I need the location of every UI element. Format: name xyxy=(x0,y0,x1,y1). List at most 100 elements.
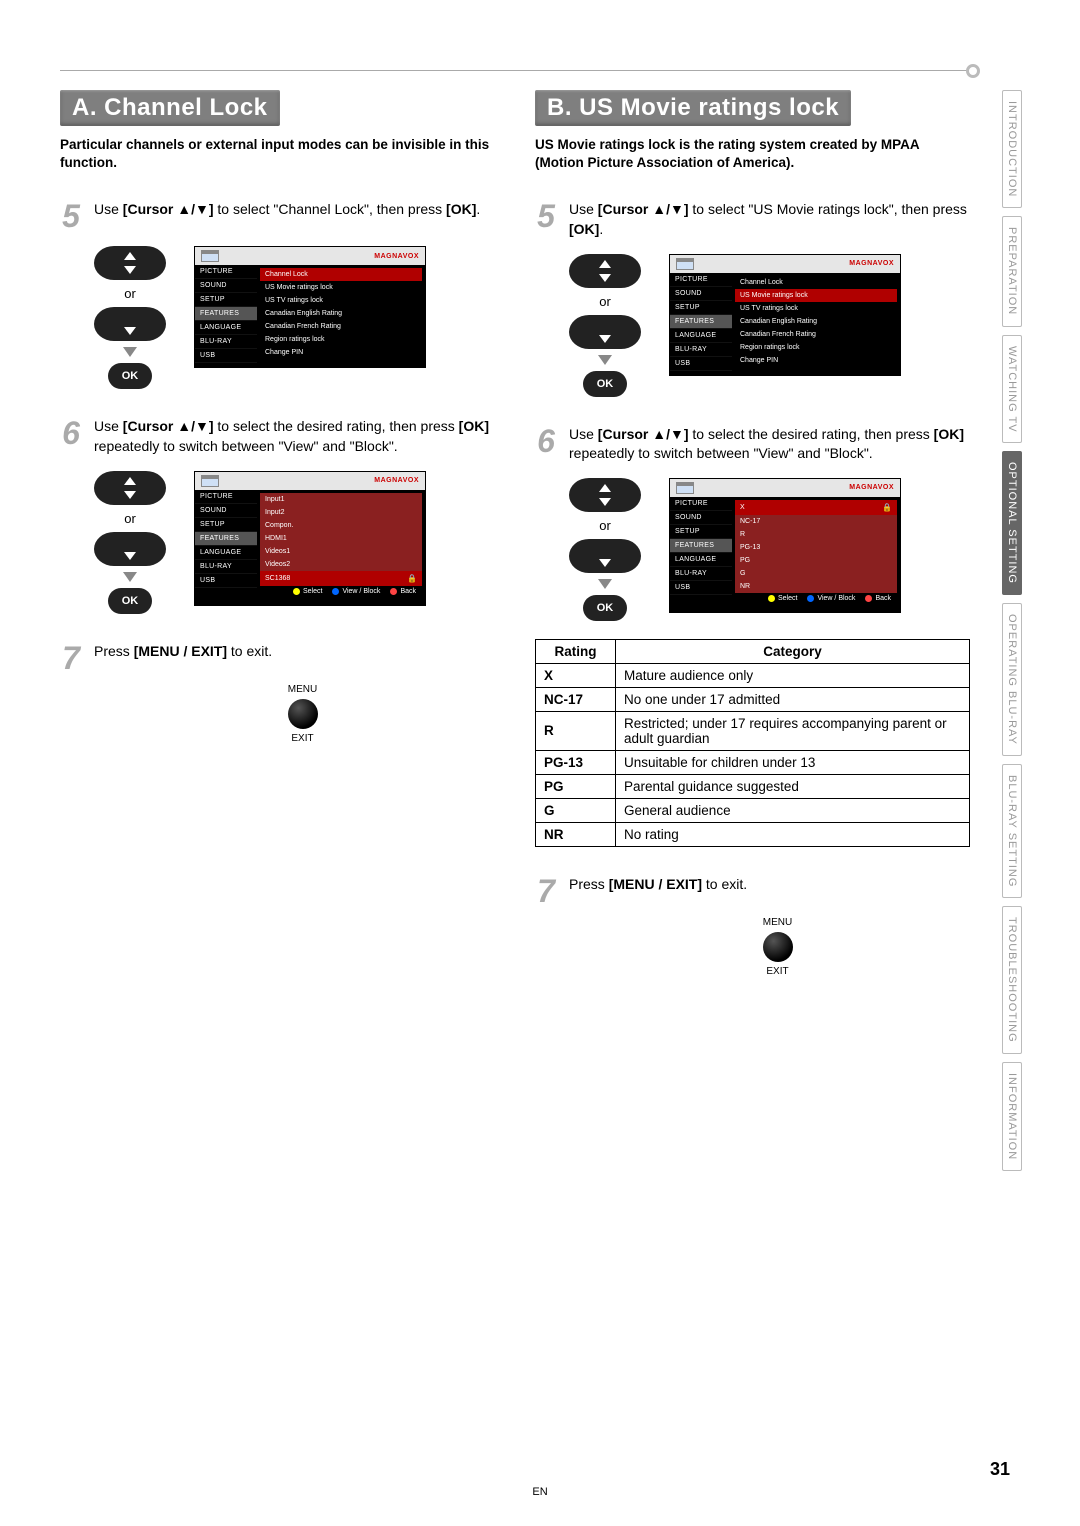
ratings-head-rating: Rating xyxy=(536,639,616,663)
rating-cell: X xyxy=(536,663,616,687)
t: repeatedly to switch between "View" and … xyxy=(569,445,873,461)
cursor-pad-icon xyxy=(94,307,166,341)
t: . xyxy=(476,201,480,217)
t: to select the desired rating, then press xyxy=(689,426,934,442)
table-row: RRestricted; under 17 requires accompany… xyxy=(536,711,970,750)
t: [Cursor ▲/▼] xyxy=(598,201,689,217)
category-cell: Unsuitable for children under 13 xyxy=(616,750,970,774)
category-cell: Parental guidance suggested xyxy=(616,774,970,798)
t: to exit. xyxy=(227,643,272,659)
t: [MENU / EXIT] xyxy=(134,643,227,659)
side-tab: OPERATING BLU-RAY xyxy=(1002,603,1022,756)
step-a5: 5 Use [Cursor ▲/▼] to select "Channel Lo… xyxy=(60,200,495,232)
table-row: NC-17No one under 17 admitted xyxy=(536,687,970,711)
category-cell: General audience xyxy=(616,798,970,822)
t: Press xyxy=(94,643,134,659)
t: to exit. xyxy=(702,876,747,892)
t: Use xyxy=(569,201,598,217)
remote-cluster: or OK xyxy=(569,478,641,621)
section-a-subtitle: Particular channels or external input mo… xyxy=(60,136,495,172)
side-tab: TROUBLESHOOTING xyxy=(1002,906,1022,1054)
round-button-icon xyxy=(288,699,318,729)
t: Use xyxy=(94,201,123,217)
or-text: or xyxy=(124,511,136,526)
step-b7: 7 Press [MENU / EXIT] to exit. xyxy=(535,875,970,907)
osd-figure: MAGNAVOXPICTURESOUNDSETUPFEATURESLANGUAG… xyxy=(194,246,426,368)
t: repeatedly to switch between "View" and … xyxy=(94,438,398,454)
cursor-pad-icon xyxy=(94,246,166,280)
table-row: PG-13Unsuitable for children under 13 xyxy=(536,750,970,774)
category-cell: Restricted; under 17 requires accompanyi… xyxy=(616,711,970,750)
t: [OK] xyxy=(569,221,599,237)
step-body: Use [Cursor ▲/▼] to select "US Movie rat… xyxy=(569,200,970,239)
cursor-pad-icon xyxy=(569,478,641,512)
osd-figure: MAGNAVOXPICTURESOUNDSETUPFEATURESLANGUAG… xyxy=(669,254,901,376)
remote-cluster: or OK xyxy=(94,246,166,389)
or-text: or xyxy=(599,294,611,309)
osd-figure: MAGNAVOXPICTURESOUNDSETUPFEATURESLANGUAG… xyxy=(669,478,901,613)
ratings-table: Rating Category XMature audience onlyNC-… xyxy=(535,639,970,847)
t: [Cursor ▲/▼] xyxy=(123,201,214,217)
step-num: 7 xyxy=(535,875,557,907)
t: [Cursor ▲/▼] xyxy=(123,418,214,434)
step-body: Use [Cursor ▲/▼] to select the desired r… xyxy=(94,417,495,456)
arrow-down-icon xyxy=(123,347,137,357)
side-tab: INFORMATION xyxy=(1002,1062,1022,1171)
step-num: 5 xyxy=(535,200,557,239)
section-b-subtitle: US Movie ratings lock is the rating syst… xyxy=(535,136,970,172)
rating-cell: R xyxy=(536,711,616,750)
category-cell: No one under 17 admitted xyxy=(616,687,970,711)
menu-exit-button-icon: MENU EXIT xyxy=(110,684,495,744)
ok-button-icon: OK xyxy=(108,588,152,614)
or-text: or xyxy=(124,286,136,301)
t: to select "US Movie ratings lock", then … xyxy=(689,201,967,217)
menu-exit-button-icon: MENU EXIT xyxy=(585,917,970,977)
menu-label: MENU xyxy=(288,684,317,695)
section-a-title: A. Channel Lock xyxy=(60,90,280,126)
exit-label: EXIT xyxy=(766,966,788,977)
side-tabs: INTRODUCTIONPREPARATIONWATCHING TVOPTION… xyxy=(1002,90,1022,1171)
t: to select the desired rating, then press xyxy=(214,418,459,434)
step-body: Use [Cursor ▲/▼] to select "Channel Lock… xyxy=(94,200,495,232)
t: to select "Channel Lock", then press xyxy=(214,201,447,217)
ok-button-icon: OK xyxy=(583,595,627,621)
step-body: Use [Cursor ▲/▼] to select the desired r… xyxy=(569,425,970,464)
cursor-pad-icon xyxy=(94,532,166,566)
round-button-icon xyxy=(763,932,793,962)
side-tab: PREPARATION xyxy=(1002,216,1022,326)
section-b-title: B. US Movie ratings lock xyxy=(535,90,851,126)
step-num: 5 xyxy=(60,200,82,232)
step-num: 7 xyxy=(60,642,82,674)
step-num: 6 xyxy=(535,425,557,464)
step-a6: 6 Use [Cursor ▲/▼] to select the desired… xyxy=(60,417,495,456)
table-row: NRNo rating xyxy=(536,822,970,846)
step-a7: 7 Press [MENU / EXIT] to exit. xyxy=(60,642,495,674)
menu-label: MENU xyxy=(763,917,792,928)
side-tab: WATCHING TV xyxy=(1002,335,1022,444)
remote-cluster: or OK xyxy=(569,254,641,397)
rating-cell: NR xyxy=(536,822,616,846)
rating-cell: NC-17 xyxy=(536,687,616,711)
step-b6: 6 Use [Cursor ▲/▼] to select the desired… xyxy=(535,425,970,464)
ratings-head-category: Category xyxy=(616,639,970,663)
t: Use xyxy=(569,426,598,442)
table-row: GGeneral audience xyxy=(536,798,970,822)
table-row: XMature audience only xyxy=(536,663,970,687)
arrow-down-icon xyxy=(598,355,612,365)
page-number: 31 xyxy=(990,1459,1010,1480)
t: [Cursor ▲/▼] xyxy=(598,426,689,442)
step-b5: 5 Use [Cursor ▲/▼] to select "US Movie r… xyxy=(535,200,970,239)
rating-cell: G xyxy=(536,798,616,822)
t: [MENU / EXIT] xyxy=(609,876,702,892)
page-rule xyxy=(60,70,970,71)
category-cell: Mature audience only xyxy=(616,663,970,687)
table-row: PGParental guidance suggested xyxy=(536,774,970,798)
t: Press xyxy=(569,876,609,892)
exit-label: EXIT xyxy=(291,733,313,744)
side-tab: BLU-RAY SETTING xyxy=(1002,764,1022,898)
column-b: B. US Movie ratings lock US Movie rating… xyxy=(535,90,970,977)
remote-cluster: or OK xyxy=(94,471,166,614)
category-cell: No rating xyxy=(616,822,970,846)
ok-button-icon: OK xyxy=(583,371,627,397)
step-num: 6 xyxy=(60,417,82,456)
